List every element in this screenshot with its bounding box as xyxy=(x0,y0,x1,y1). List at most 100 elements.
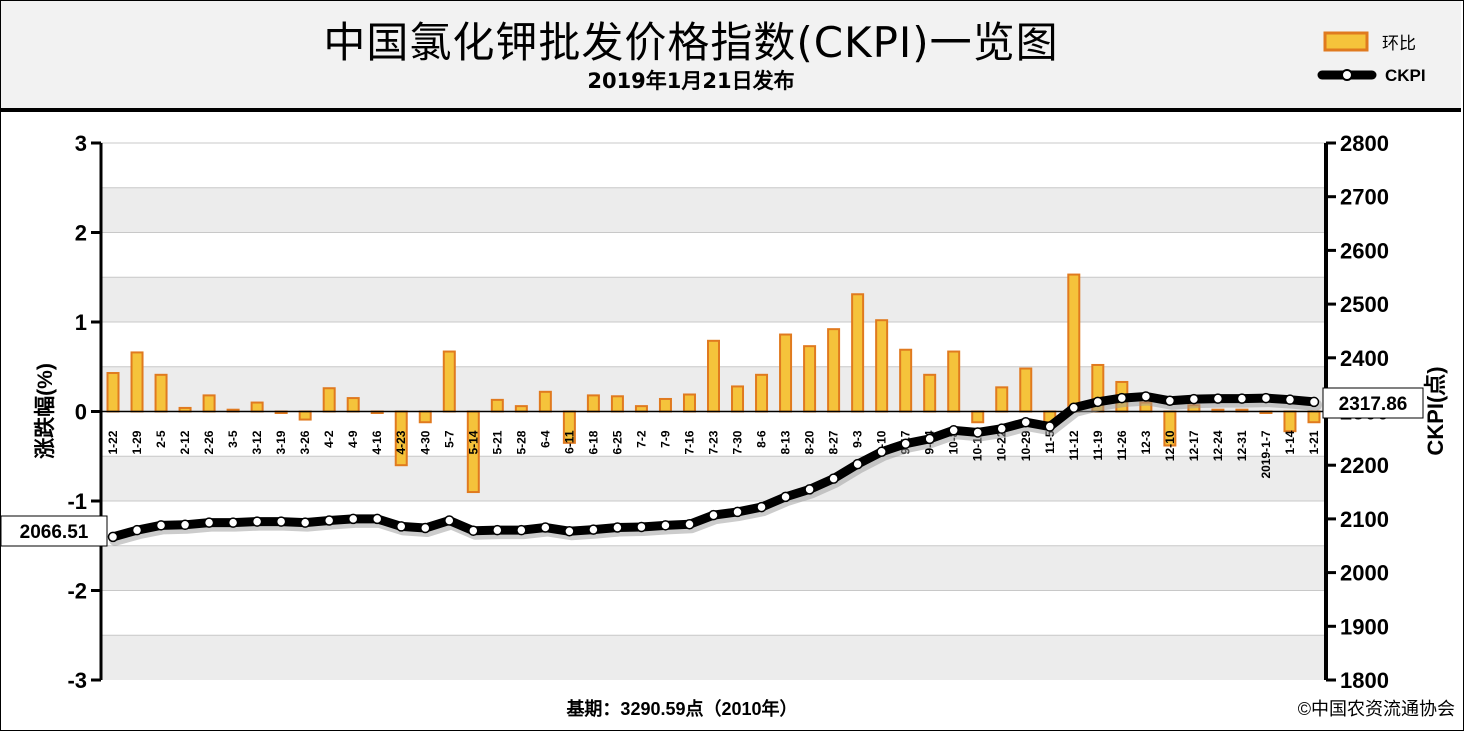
ckpi-point xyxy=(708,509,719,521)
bar xyxy=(250,401,264,413)
ckpi-point xyxy=(1044,421,1056,432)
x-tick-label: 11-5 xyxy=(1043,430,1057,454)
ckpi-point xyxy=(1116,392,1128,404)
right-axis-tick-label: 1800 xyxy=(1340,668,1389,693)
ckpi-point xyxy=(179,519,191,531)
grid-band xyxy=(101,187,1326,233)
x-tick-label: 5-28 xyxy=(514,430,528,454)
bar xyxy=(827,328,841,413)
x-tick-label: 1-21 xyxy=(1307,430,1321,454)
ckpi-point xyxy=(924,433,935,445)
x-tick-label: 3-26 xyxy=(298,430,312,454)
bar xyxy=(731,385,745,413)
x-tick-label: 7-16 xyxy=(682,430,696,454)
left-axis-tick-label: 3 xyxy=(75,131,87,156)
ckpi-point xyxy=(804,484,815,495)
legend-bar-label: 环比 xyxy=(1382,34,1416,53)
right-axis-tick-label: 2100 xyxy=(1340,507,1389,532)
x-tick-label: 11-26 xyxy=(1115,430,1129,460)
right-axis-tick-label: 2700 xyxy=(1340,185,1389,210)
ckpi-point xyxy=(756,501,767,513)
x-tick-label: 5-7 xyxy=(442,430,456,448)
bar xyxy=(130,351,144,413)
ckpi-point xyxy=(876,446,887,458)
x-tick-label: 5-21 xyxy=(490,430,504,454)
bar xyxy=(707,339,720,413)
grid-band xyxy=(101,277,1326,322)
chart-title: 中国氯化钾批发价格指数(CKPI)一览图 xyxy=(323,18,1059,67)
base-period-note: 基期：3290.59点（2010年） xyxy=(565,698,797,719)
bar xyxy=(1283,410,1297,433)
ckpi-point xyxy=(444,515,455,526)
x-tick-label: 8-27 xyxy=(827,430,841,454)
ckpi-point xyxy=(155,520,167,531)
ckpi-point xyxy=(107,531,119,543)
x-tick-label: 3-19 xyxy=(274,430,288,454)
left-axis-tick-label: -3 xyxy=(67,668,87,693)
ckpi-point xyxy=(732,506,743,518)
right-axis-tick-label: 2000 xyxy=(1340,561,1389,586)
x-tick-label: 12-3 xyxy=(1139,430,1153,454)
legend: 环比 CKPI xyxy=(1317,31,1426,85)
x-tick-label: 4-9 xyxy=(346,430,360,448)
ckpi-point xyxy=(227,517,239,528)
bar xyxy=(154,373,168,413)
line-series xyxy=(107,391,1322,546)
right-axis-tick-label: 2500 xyxy=(1340,292,1389,317)
bar xyxy=(1307,410,1321,424)
ckpi-point xyxy=(540,522,551,533)
ckpi-point xyxy=(1092,396,1104,408)
bar xyxy=(418,410,432,424)
ckpi-point xyxy=(1212,393,1224,404)
ckpi-point xyxy=(852,458,863,470)
x-tick-label: 1-14 xyxy=(1283,430,1297,454)
bar xyxy=(538,390,552,413)
ckpi-point xyxy=(1284,394,1296,405)
grid-band xyxy=(101,635,1326,680)
bar xyxy=(971,410,985,424)
ckpi-point xyxy=(395,521,407,532)
ckpi-point xyxy=(251,516,263,527)
chart-header: 中国氯化钾批发价格指数(CKPI)一览图 2019年1月21日发布 xyxy=(1,1,1461,112)
x-tick-label: 7-30 xyxy=(731,430,745,454)
x-tick-label: 7-9 xyxy=(658,430,672,448)
right-axis-tick-label: 2200 xyxy=(1340,453,1389,478)
bar xyxy=(322,387,336,413)
legend-line-marker xyxy=(1341,69,1353,81)
ckpi-point xyxy=(1260,392,1272,404)
x-tick-label: 3-5 xyxy=(226,430,240,448)
bar xyxy=(658,397,672,413)
bar xyxy=(803,345,817,413)
ckpi-point xyxy=(299,517,311,528)
ckpi-point xyxy=(492,524,503,536)
x-tick-label: 4-23 xyxy=(394,430,408,454)
x-tick-label: 12-17 xyxy=(1187,430,1201,461)
right-axis-tick-label: 2600 xyxy=(1340,238,1389,263)
x-tick-label: 2-26 xyxy=(202,430,216,454)
right-axis-tick-label: 2400 xyxy=(1340,346,1389,371)
left-axis-tick-label: -2 xyxy=(67,579,87,604)
bar xyxy=(202,394,216,413)
chart-subtitle: 2019年1月21日发布 xyxy=(587,69,795,93)
ckpi-point xyxy=(612,522,623,533)
ckpi-point xyxy=(948,425,959,436)
bar xyxy=(106,372,120,413)
bar xyxy=(610,395,624,413)
x-tick-label: 11-12 xyxy=(1067,430,1081,460)
ckpi-point xyxy=(1020,416,1032,428)
x-tick-label: 4-16 xyxy=(370,430,384,454)
x-tick-label: 8-6 xyxy=(755,430,769,448)
x-tick-label: 6-18 xyxy=(586,430,600,454)
x-tick-label: 12-24 xyxy=(1211,430,1225,461)
ckpi-point xyxy=(780,491,791,503)
x-tick-label: 7-23 xyxy=(707,430,721,454)
end-value-callout: 2317.86 xyxy=(1322,387,1424,419)
x-tick-label: 1-29 xyxy=(130,430,144,454)
right-axis-tick-label: 1900 xyxy=(1340,614,1389,639)
x-tick-label: 6-4 xyxy=(538,430,552,448)
bar xyxy=(899,348,913,413)
bar xyxy=(779,333,793,413)
ckpi-point xyxy=(636,521,647,533)
ckpi-point xyxy=(347,513,359,525)
